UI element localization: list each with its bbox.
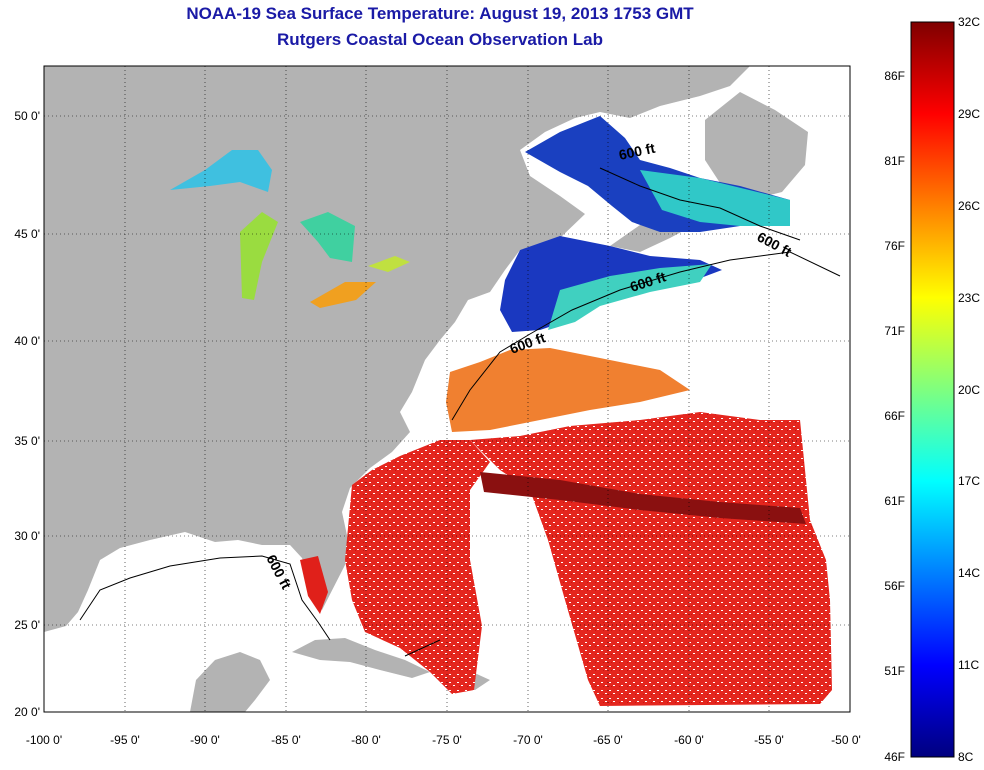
y-tick-label: 35 0' (14, 434, 40, 448)
y-tick-label: 30 0' (14, 529, 40, 543)
x-tick-label: -85 0' (271, 733, 301, 747)
land-newfoundland (705, 92, 808, 200)
colorbar-fahrenheit-label: 46F (884, 750, 905, 764)
sst-shelf-mid (548, 264, 712, 330)
colorbar-celsius-labels: 32C 29C 26C 23C 20C 17C 14C 11C 8C (958, 15, 980, 764)
colorbar-fahrenheit-label: 66F (884, 409, 905, 423)
x-tick-label: -50 0' (831, 733, 861, 747)
x-tick-label: -100 0' (26, 733, 62, 747)
y-tick-label: 45 0' (14, 227, 40, 241)
colorbar-celsius-label: 8C (958, 750, 974, 764)
lake-huron (300, 212, 355, 262)
lake-erie (310, 282, 376, 308)
land-yucatan (190, 652, 270, 712)
depth-contour-line (79, 251, 841, 657)
colorbar-celsius-label: 23C (958, 291, 980, 305)
depth-contour-line-north (599, 167, 801, 241)
land-cuba (292, 638, 430, 678)
x-axis: -100 0' -95 0' -90 0' -85 0' -80 0' -75 … (26, 733, 861, 747)
contour-label: 600 ft (617, 140, 656, 163)
x-tick-label: -60 0' (674, 733, 704, 747)
sst-hot-band (480, 472, 806, 524)
colorbar-fahrenheit-labels: 86F 81F 76F 71F 66F 61F 56F 51F 46F (884, 69, 905, 764)
map-subtitle: Rutgers Coastal Ocean Observation Lab (277, 30, 603, 49)
sst-gulf-st-lawrence-mild (640, 170, 790, 226)
sst-mid-atlantic (446, 348, 690, 432)
colorbar-celsius-label: 20C (958, 383, 980, 397)
sst-gulf-stream-west (345, 440, 490, 694)
x-tick-label: -65 0' (593, 733, 623, 747)
x-tick-label: -55 0' (754, 733, 784, 747)
colorbar-fahrenheit-label: 71F (884, 324, 905, 338)
colorbar-fahrenheit-label: 51F (884, 664, 905, 678)
x-tick-label: -75 0' (432, 733, 462, 747)
colorbar-fahrenheit-label: 86F (884, 69, 905, 83)
colorbar-fahrenheit-label: 56F (884, 579, 905, 593)
x-tick-label: -70 0' (513, 733, 543, 747)
y-tick-label: 40 0' (14, 334, 40, 348)
colorbar-celsius-label: 14C (958, 566, 980, 580)
y-axis: 50 0' 45 0' 40 0' 35 0' 30 0' 25 0' 20 0… (14, 109, 40, 719)
y-tick-label: 25 0' (14, 618, 40, 632)
lake-ontario (368, 256, 410, 272)
colorbar-celsius-label: 17C (958, 474, 980, 488)
colorbar-fahrenheit-label: 61F (884, 494, 905, 508)
colorbar-fahrenheit-label: 76F (884, 239, 905, 253)
lake-superior (170, 150, 272, 192)
land-north-america (44, 66, 750, 632)
colorbar (910, 21, 955, 758)
sst-florida-west (300, 556, 328, 614)
colorbar-celsius-label: 26C (958, 199, 980, 213)
colorbar-celsius-label: 32C (958, 15, 980, 29)
x-tick-label: -90 0' (190, 733, 220, 747)
x-tick-label: -95 0' (110, 733, 140, 747)
x-tick-label: -80 0' (351, 733, 381, 747)
colorbar-celsius-label: 29C (958, 107, 980, 121)
colorbar-celsius-label: 11C (958, 658, 979, 672)
y-tick-label: 20 0' (14, 705, 40, 719)
y-tick-label: 50 0' (14, 109, 40, 123)
map-title: NOAA-19 Sea Surface Temperature: August … (186, 4, 694, 23)
colorbar-fahrenheit-label: 81F (884, 154, 905, 168)
